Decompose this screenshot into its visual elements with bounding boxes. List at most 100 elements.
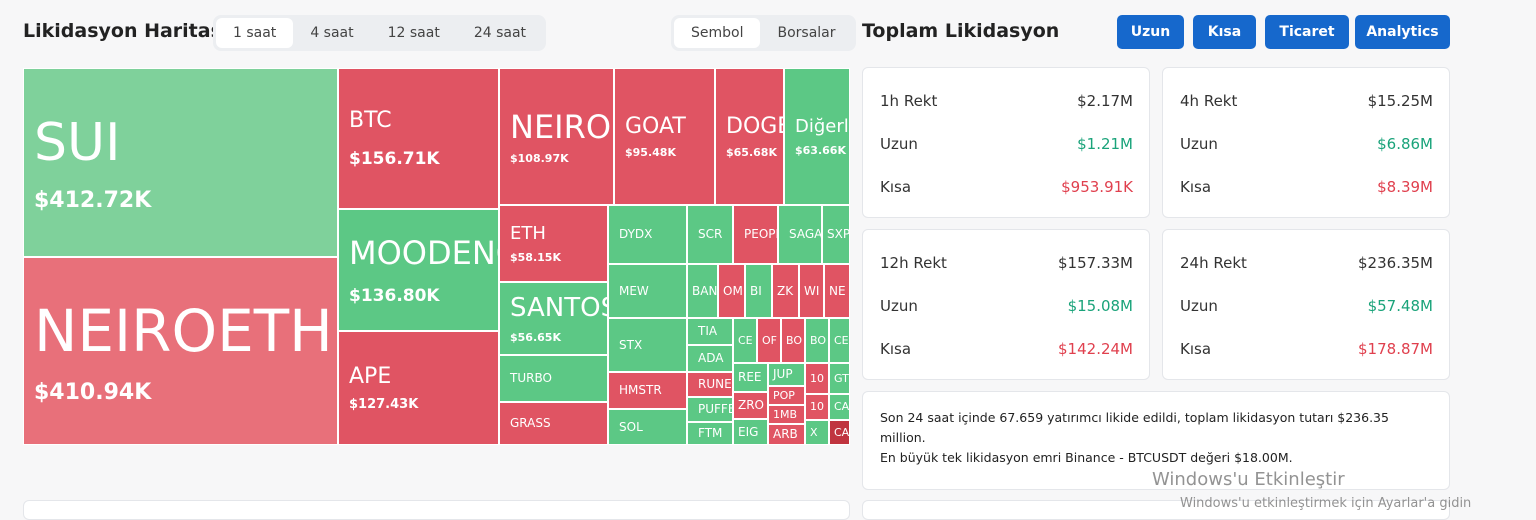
tile[interactable]: HMSTR: [608, 372, 687, 409]
tile[interactable]: ZRO: [733, 392, 768, 419]
time-tabs: 1 saat 4 saat 12 saat 24 saat: [213, 15, 547, 51]
tile-label: FTM: [698, 426, 723, 441]
tile[interactable]: PEOPLE: [733, 205, 778, 264]
tile[interactable]: MEW: [608, 264, 687, 318]
tile[interactable]: TIA: [687, 318, 733, 345]
tile[interactable]: ZK: [772, 264, 799, 318]
tile-label: GRASS: [510, 416, 551, 431]
tile[interactable]: ETH $58.15K: [499, 205, 608, 282]
stat-card: 12h Rekt $157.33M Uzun $15.08M Kısa $142.24M: [862, 229, 1150, 380]
tile-label: HMSTR: [619, 383, 662, 398]
tile[interactable]: BO: [781, 318, 805, 363]
tile-value: $412.72K: [34, 188, 152, 214]
tile-label: ZRO: [738, 398, 765, 413]
tile[interactable]: ARB: [768, 424, 805, 445]
tile-label: BO: [810, 333, 827, 347]
tile[interactable]: BO: [805, 318, 829, 363]
tile[interactable]: BAN: [687, 264, 718, 318]
tile[interactable]: NE: [824, 264, 850, 318]
tile[interactable]: CA: [829, 420, 850, 445]
tile[interactable]: GOAT $95.48K: [614, 68, 715, 205]
tile[interactable]: SCR: [687, 205, 733, 264]
tile-label: REE: [738, 370, 762, 385]
tile-label: SCR: [698, 227, 723, 242]
tile-label: GOAT: [625, 113, 686, 139]
tile[interactable]: X: [805, 420, 829, 445]
tab[interactable]: 12 saat: [387, 25, 440, 41]
tile[interactable]: TURBO: [499, 355, 608, 402]
tab[interactable]: Borsalar: [777, 25, 836, 41]
tile[interactable]: BI: [745, 264, 772, 318]
tile[interactable]: BTC $156.71K: [338, 68, 499, 209]
tile[interactable]: MOODENG $136.80K: [338, 209, 499, 331]
stat-value: $57.48M: [1367, 297, 1433, 315]
tile[interactable]: OF: [757, 318, 781, 363]
tile-label: MEW: [619, 283, 649, 298]
tile[interactable]: OM: [718, 264, 745, 318]
tile[interactable]: REE: [733, 363, 768, 392]
tile[interactable]: STX: [608, 318, 687, 372]
tile[interactable]: 1MB: [768, 405, 805, 424]
panel-title: Toplam Likidasyon: [862, 20, 1060, 42]
tile[interactable]: RUNE: [687, 372, 733, 397]
tile[interactable]: DOGE $65.68K: [715, 68, 784, 205]
tile-label: CE: [834, 333, 849, 347]
tile[interactable]: Diğerleri $63.66K: [784, 68, 850, 205]
tile-label: PEOPLE: [744, 227, 777, 242]
tile-label: APE: [349, 364, 392, 390]
watermark: Windows'u Etkinleştir: [1152, 469, 1345, 490]
tile[interactable]: POP: [768, 386, 805, 405]
tile[interactable]: DYDX: [608, 205, 687, 264]
stat-row: Kısa $8.39M: [1180, 178, 1433, 196]
tile-label: NE: [829, 283, 846, 298]
tile[interactable]: SAGA: [778, 205, 822, 264]
stat-value: $953.91K: [1061, 178, 1133, 196]
tab[interactable]: 1 saat: [216, 18, 294, 48]
tab[interactable]: Sembol: [674, 18, 761, 48]
tile[interactable]: SUI $412.72K: [23, 68, 338, 257]
tile[interactable]: GRASS: [499, 402, 608, 445]
stat-row: Uzun $6.86M: [1180, 135, 1433, 153]
tile-label: TURBO: [510, 371, 552, 386]
tile[interactable]: 10: [805, 363, 829, 394]
stat-row: Kısa $953.91K: [880, 178, 1133, 196]
tab[interactable]: 4 saat: [310, 25, 354, 41]
tile-label: NEIROETH: [34, 296, 333, 365]
button[interactable]: Uzun: [1117, 15, 1184, 49]
tile[interactable]: NEIRO $108.97K: [499, 68, 614, 205]
stat-label: 24h Rekt: [1180, 254, 1247, 272]
stat-value: $2.17M: [1077, 92, 1133, 110]
tile-label: SANTOS: [510, 293, 608, 324]
button[interactable]: Analytics: [1355, 15, 1450, 49]
tile[interactable]: EIG: [733, 419, 768, 445]
tile[interactable]: JUP: [768, 363, 805, 386]
tab[interactable]: 24 saat: [473, 25, 527, 41]
tile[interactable]: 10: [805, 394, 829, 420]
stat-card: 1h Rekt $2.17M Uzun $1.21M Kısa $953.91K: [862, 67, 1150, 218]
tile[interactable]: SXP: [822, 205, 850, 264]
tile[interactable]: ADA: [687, 345, 733, 372]
tile[interactable]: FTM: [687, 422, 733, 445]
tile[interactable]: WI: [799, 264, 824, 318]
tile-label: SOL: [619, 419, 643, 434]
tile[interactable]: CE: [733, 318, 757, 363]
tile-label: BAN: [692, 283, 718, 298]
tile[interactable]: CA: [829, 394, 850, 420]
tile-label: OF: [762, 333, 777, 347]
tile-label: JUP: [773, 367, 793, 382]
tile-label: ZK: [777, 283, 794, 298]
watermark: Windows'u etkinleştirmek için Ayarlar'a …: [1180, 496, 1472, 511]
tile[interactable]: CE: [829, 318, 850, 363]
tile-label: WI: [804, 283, 820, 298]
tile[interactable]: APE $127.43K: [338, 331, 499, 445]
tile-label: CE: [738, 333, 753, 347]
tile[interactable]: SOL: [608, 409, 687, 445]
tile-label: CA: [834, 425, 850, 439]
tile[interactable]: PUFFER: [687, 397, 733, 422]
stat-label: Kısa: [1180, 340, 1212, 358]
tile[interactable]: SANTOS $56.65K: [499, 282, 608, 355]
button[interactable]: Kısa: [1193, 15, 1256, 49]
tile[interactable]: GT: [829, 363, 850, 394]
tile[interactable]: NEIROETH $410.94K: [23, 257, 338, 445]
button[interactable]: Ticaret: [1265, 15, 1349, 49]
